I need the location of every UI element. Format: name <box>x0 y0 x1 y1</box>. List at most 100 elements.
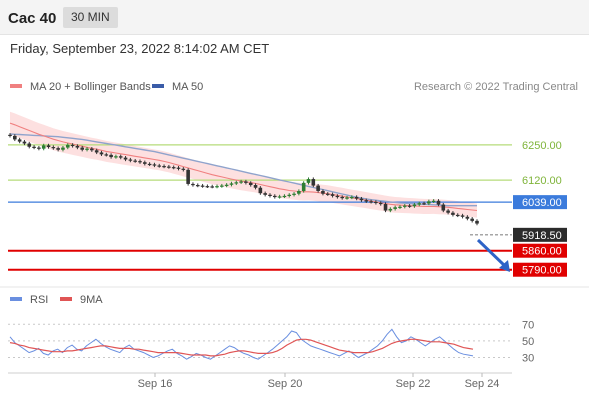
candle-body-20 <box>104 154 109 156</box>
level-label-4: 5860.00 <box>522 246 562 258</box>
candle-body-37 <box>186 169 190 184</box>
candle-body-41 <box>205 186 210 188</box>
candle-body-6 <box>37 147 41 149</box>
candle-body-8 <box>46 145 51 148</box>
candle-body-74 <box>364 200 369 202</box>
price-plot <box>8 111 512 271</box>
level-label-0: 6250.00 <box>522 140 562 152</box>
ma50-legend-swatch <box>152 84 164 88</box>
candle-body-30 <box>152 164 157 166</box>
candle-body-85 <box>417 203 422 205</box>
candle-body-91 <box>446 210 450 213</box>
candle-body-75 <box>369 201 373 203</box>
candle-body-26 <box>133 160 137 162</box>
candle-body-87 <box>427 201 431 204</box>
candle-body-60 <box>297 191 301 194</box>
candle-body-58 <box>287 194 292 196</box>
candle-body-2 <box>17 139 22 142</box>
chart-area: MA 20 + Bollinger Bands MA 50 Research ©… <box>0 81 589 390</box>
x-tick-label-1: Sep 20 <box>268 378 303 390</box>
level-label-1: 6120.00 <box>522 175 562 187</box>
forecast-arrow-shaft <box>476 238 507 268</box>
candle-body-83 <box>407 205 412 207</box>
ma50-line <box>9 133 477 207</box>
candle-body-53 <box>263 193 267 195</box>
bollinger-band <box>10 111 477 218</box>
candle-body-31 <box>157 165 162 167</box>
x-tick-label-2: Sep 22 <box>396 378 431 390</box>
candle-body-27 <box>138 161 142 163</box>
candle-body-9 <box>51 147 56 149</box>
candle-body-21 <box>109 154 113 158</box>
level-labels: 6250.00 6120.00 6039.00 5918.50 5860.00 5790.… <box>513 140 567 277</box>
level-label-5: 5790.00 <box>522 265 562 277</box>
rsi-tick-label-1: 50 <box>522 336 534 348</box>
candle-body-49 <box>244 181 248 183</box>
candle-body-55 <box>272 195 277 198</box>
candle-body-3 <box>22 141 27 144</box>
candle-body-62 <box>306 179 311 183</box>
candle-body-84 <box>412 204 417 207</box>
interval-button[interactable]: 30 MIN <box>63 7 118 28</box>
ma50-legend-label: MA 50 <box>172 81 203 93</box>
candle-body-52 <box>258 187 263 194</box>
candle-body-81 <box>398 206 402 208</box>
candle-body-78 <box>383 204 388 211</box>
candle-body-72 <box>354 196 359 199</box>
candle-body-59 <box>292 193 296 195</box>
candle-body-13 <box>70 144 75 147</box>
ma20-legend-swatch <box>10 84 22 88</box>
candle-body-45 <box>224 184 229 186</box>
candle-body-0 <box>8 134 12 137</box>
candle-body-34 <box>171 167 176 169</box>
candle-body-24 <box>123 157 128 160</box>
candle-body-32 <box>162 166 166 168</box>
candle-body-90 <box>441 204 446 211</box>
candle-body-43 <box>215 186 219 188</box>
header-bar: Cac 40 30 MIN <box>0 0 589 35</box>
rsi-tick-label-2: 30 <box>522 353 534 365</box>
x-tick-label-0: Sep 16 <box>138 378 173 390</box>
rsi-plot: 70 50 30 <box>8 319 534 365</box>
candle-body-95 <box>465 216 470 219</box>
candle-body-57 <box>282 195 287 198</box>
candle-body-68 <box>335 195 340 198</box>
candle-body-23 <box>118 156 123 158</box>
candle-body-89 <box>436 200 441 205</box>
candle-body-4 <box>27 143 32 147</box>
level-label-2: 6039.00 <box>522 197 562 209</box>
candle-body-51 <box>253 185 258 188</box>
ma20-legend-label: MA 20 + Bollinger Bands <box>30 81 151 93</box>
candle-body-50 <box>248 182 253 186</box>
candle-body-22 <box>114 156 118 158</box>
candle-body-54 <box>268 194 272 196</box>
candle-body-82 <box>402 205 407 207</box>
level-label-bg-3 <box>513 227 567 242</box>
candle-body-35 <box>176 167 181 169</box>
candle-body-67 <box>330 194 335 196</box>
credit-text: Research © 2022 Trading Central <box>414 81 578 93</box>
rsi-legend-label: RSI <box>30 294 48 306</box>
candle-body-65 <box>321 191 325 194</box>
candle-body-96 <box>470 218 474 221</box>
candle-body-38 <box>191 183 195 186</box>
candle-body-39 <box>195 185 200 187</box>
rsi-ma-line <box>9 338 474 357</box>
x-tick-label-3: Sep 24 <box>465 378 500 390</box>
rsi-ma-legend-swatch <box>60 297 72 301</box>
candle-body-16 <box>85 148 89 150</box>
candle-body-92 <box>451 212 455 215</box>
symbol-title: Cac 40 <box>8 10 57 27</box>
candle-body-36 <box>181 168 186 170</box>
candle-body-63 <box>311 179 316 186</box>
forecast-arrow-head <box>499 260 510 272</box>
candle-body-40 <box>200 185 205 187</box>
candle-body-19 <box>99 152 104 155</box>
candle-body-93 <box>455 214 460 217</box>
candle-body-15 <box>80 147 85 150</box>
candle-body-33 <box>167 166 171 168</box>
candle-body-17 <box>90 148 94 151</box>
candle-body-5 <box>32 146 36 148</box>
level-label-3: 5918.50 <box>522 230 562 242</box>
candle-body-25 <box>128 159 133 161</box>
